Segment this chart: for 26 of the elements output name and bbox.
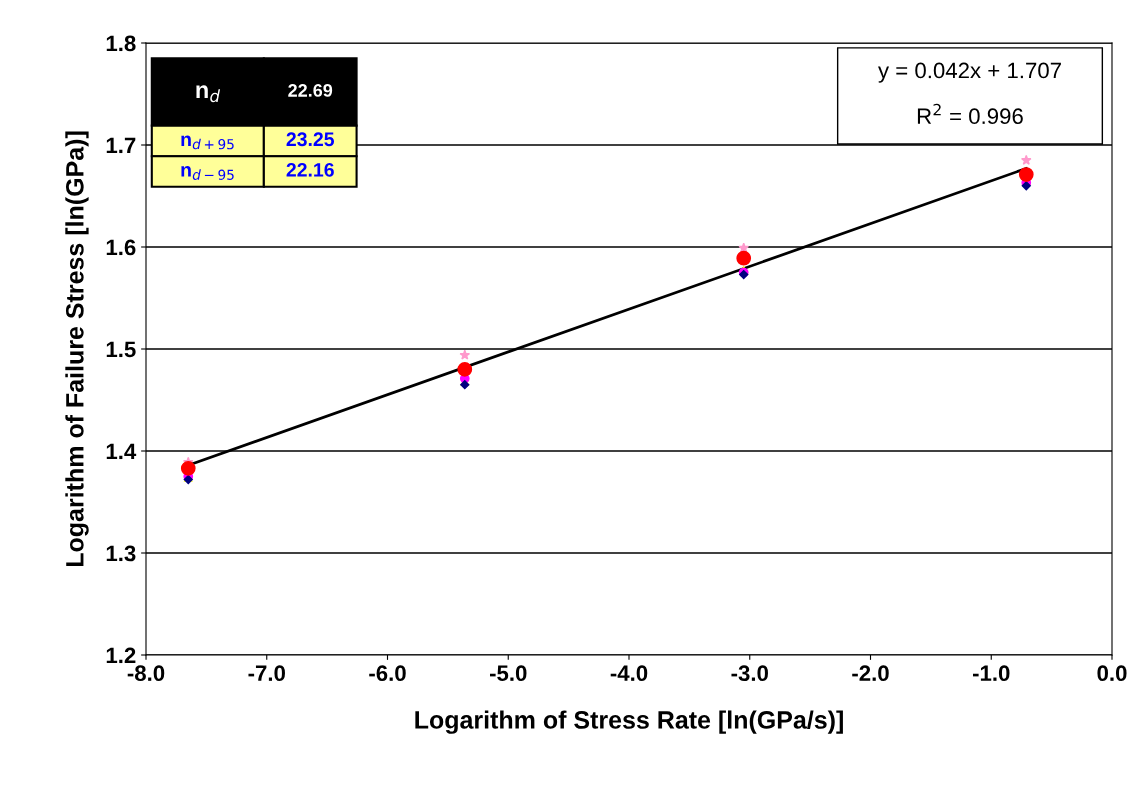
x-tick-label: 0.0 (1097, 665, 1127, 682)
annotation: n$_{d}$ (196, 85, 221, 103)
annotation: R$^{2}$ = 0.996 (917, 103, 1023, 125)
y-tick-label: 1.8 (106, 35, 136, 52)
annotation: n$_{d+95}$ (181, 135, 234, 150)
x-tick-label: -7.0 (248, 665, 285, 682)
annotation: n$_{d−95}$ (181, 166, 234, 180)
x-tick-label: -3.0 (731, 665, 768, 682)
x-tick-label: -5.0 (489, 665, 527, 682)
x-tick-label: -2.0 (852, 665, 889, 682)
y-axis-title: Logarithm of Failure Stress [ln(GPa)] (65, 131, 89, 567)
x-tick-label: -4.0 (610, 665, 648, 682)
x-tick-label: -1.0 (972, 665, 1010, 682)
annotation: y = 0.042x + 1.707 (878, 62, 1061, 83)
y-tick-label: 1.2 (106, 647, 136, 664)
annotation: 22.69 (288, 84, 333, 97)
annotation: 22.16 (286, 162, 334, 177)
y-tick-label: 1.6 (106, 239, 136, 256)
x-axis-title: Logarithm of Stress Rate [ln(GPa/s)] (415, 710, 843, 734)
annotation: 23.25 (286, 132, 335, 147)
y-tick-label: 1.4 (106, 443, 137, 460)
y-tick-label: 1.7 (106, 137, 136, 154)
y-tick-label: 1.5 (106, 341, 136, 358)
x-tick-label: -6.0 (369, 665, 406, 682)
y-tick-label: 1.3 (106, 545, 136, 562)
x-tick-label: -8.0 (127, 665, 165, 682)
